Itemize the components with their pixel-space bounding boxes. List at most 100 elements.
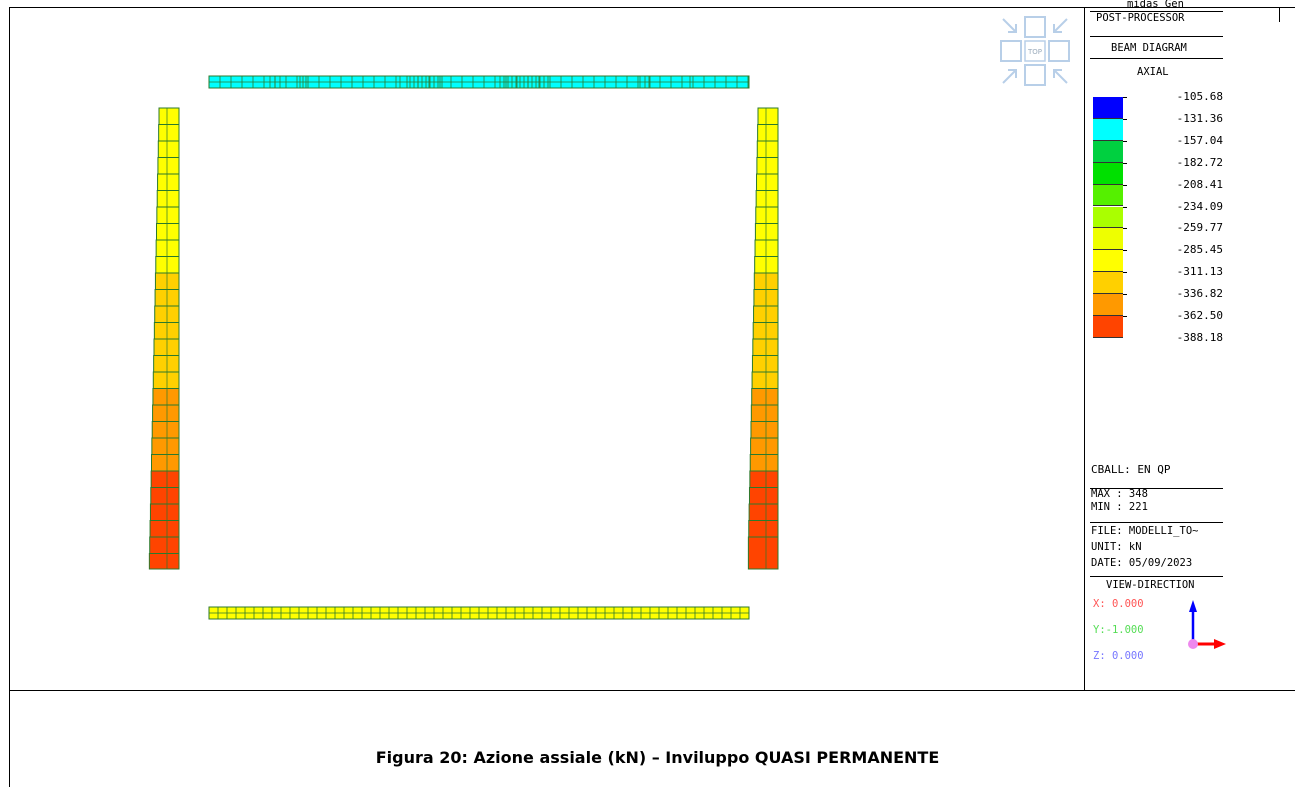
view-cube-back-face[interactable] [1024, 16, 1046, 38]
column-segment [157, 173, 180, 191]
legend-swatch [1093, 294, 1123, 316]
rule [1090, 11, 1223, 12]
column-segment [750, 437, 779, 455]
view-y: Y:-1.000 [1093, 624, 1144, 636]
legend-swatch [1093, 184, 1123, 207]
column-segment [755, 206, 779, 224]
column-segment [157, 157, 180, 175]
legend-tick [1123, 250, 1127, 252]
legend-label: -157.04 [1176, 133, 1223, 147]
legend-swatch [1093, 118, 1123, 141]
date: DATE: 05/09/2023 [1091, 557, 1193, 569]
column-segment [752, 322, 779, 340]
view-cube-left-face[interactable] [1000, 40, 1022, 62]
origin-icon [1188, 639, 1198, 649]
legend-swatch [1093, 272, 1123, 295]
column-segment [751, 355, 779, 373]
column-segment [748, 503, 779, 521]
figure-caption: Figura 20: Azione assiale (kN) – Invilup… [375, 748, 940, 767]
top-beam [208, 75, 750, 89]
view-cube-top-face[interactable] [1024, 40, 1046, 62]
column-segment [748, 520, 779, 538]
arrow-up-left-icon[interactable] [1053, 69, 1068, 84]
legend-label: -388.18 [1176, 330, 1223, 344]
rule [1090, 488, 1223, 489]
file-name: FILE: MODELLI_TO~ [1091, 525, 1199, 537]
arrow-down-left-icon[interactable] [1053, 18, 1068, 33]
legend-tick [1123, 140, 1127, 142]
load-case: CBALL: EN QP [1091, 463, 1171, 476]
legend-tick [1123, 316, 1127, 317]
column-segment [156, 190, 180, 208]
column-segment [751, 371, 779, 389]
column-segment [754, 223, 779, 241]
column-segment [156, 223, 180, 241]
arrow-up-right-icon[interactable] [1002, 69, 1017, 84]
legend-tick [1123, 294, 1127, 296]
column-segment [757, 124, 779, 142]
column-segment [750, 421, 779, 439]
column-segment [747, 536, 779, 570]
min-value: MIN : 221 [1091, 501, 1148, 513]
legend-tick [1123, 206, 1127, 208]
column-segment [150, 487, 180, 505]
column-segment [153, 355, 180, 373]
column-segment [151, 421, 180, 439]
column-segment [149, 536, 180, 554]
legend-tick [1123, 184, 1127, 186]
legend-swatch [1093, 97, 1123, 119]
right-column [747, 107, 779, 570]
arrow-down-right-icon[interactable] [1002, 18, 1017, 33]
view-cube-right-face[interactable] [1048, 40, 1070, 62]
legend-label: -362.50 [1176, 309, 1223, 322]
view-x: X: 0.000 [1093, 598, 1144, 610]
column-segment [150, 470, 180, 488]
legend-label: -234.09 [1176, 199, 1223, 213]
processor-mode: POST-PROCESSOR [1096, 12, 1185, 24]
column-segment [152, 388, 180, 406]
view-cube-top-label: TOP [1027, 48, 1042, 56]
figure-frame [9, 7, 1295, 787]
view-direction-title: VIEW-DIRECTION [1106, 579, 1195, 591]
legend-label: -208.41 [1176, 177, 1223, 191]
column-segment [155, 256, 180, 274]
column-segment [149, 520, 180, 538]
legend-label: -259.77 [1176, 221, 1223, 235]
legend-swatch [1093, 228, 1123, 251]
column-segment [148, 553, 180, 570]
legend-label: -285.45 [1176, 243, 1223, 257]
unit: UNIT: kN [1091, 541, 1142, 553]
legend-tick [1123, 118, 1127, 120]
column-segment [756, 157, 779, 175]
legend-swatch [1093, 206, 1123, 229]
column-segment [752, 338, 779, 356]
rule [1090, 522, 1223, 523]
column-segment [749, 470, 779, 488]
column-segment [156, 206, 180, 224]
legend-label: -182.72 [1176, 155, 1223, 169]
diagram-type: BEAM DIAGRAM [1111, 42, 1187, 54]
view-cube-front-face[interactable] [1024, 64, 1046, 86]
column-segment [158, 124, 180, 142]
view-z: Z: 0.000 [1093, 650, 1144, 662]
axis-triad [1188, 600, 1226, 649]
app-name: midas Gen [1127, 0, 1184, 10]
frame-tick [1279, 8, 1280, 22]
legend-swatch [1093, 140, 1123, 163]
diagram-component: AXIAL [1137, 66, 1169, 78]
column-segment [149, 503, 180, 521]
legend-swatch [1093, 316, 1123, 338]
column-segment [153, 338, 180, 356]
caption-separator [9, 690, 1295, 691]
panel-divider [1084, 8, 1085, 690]
column-segment [756, 140, 779, 158]
beam-diagram-canvas[interactable] [0, 0, 1080, 690]
left-column [148, 107, 180, 570]
column-segment [751, 388, 779, 406]
z-arrow-icon [1189, 600, 1197, 612]
bottom-beam [208, 606, 750, 620]
rule [1090, 36, 1223, 37]
max-value: MAX : 348 [1091, 488, 1148, 500]
legend-label: -131.36 [1176, 111, 1223, 125]
view-cube[interactable]: TOP [998, 14, 1078, 94]
